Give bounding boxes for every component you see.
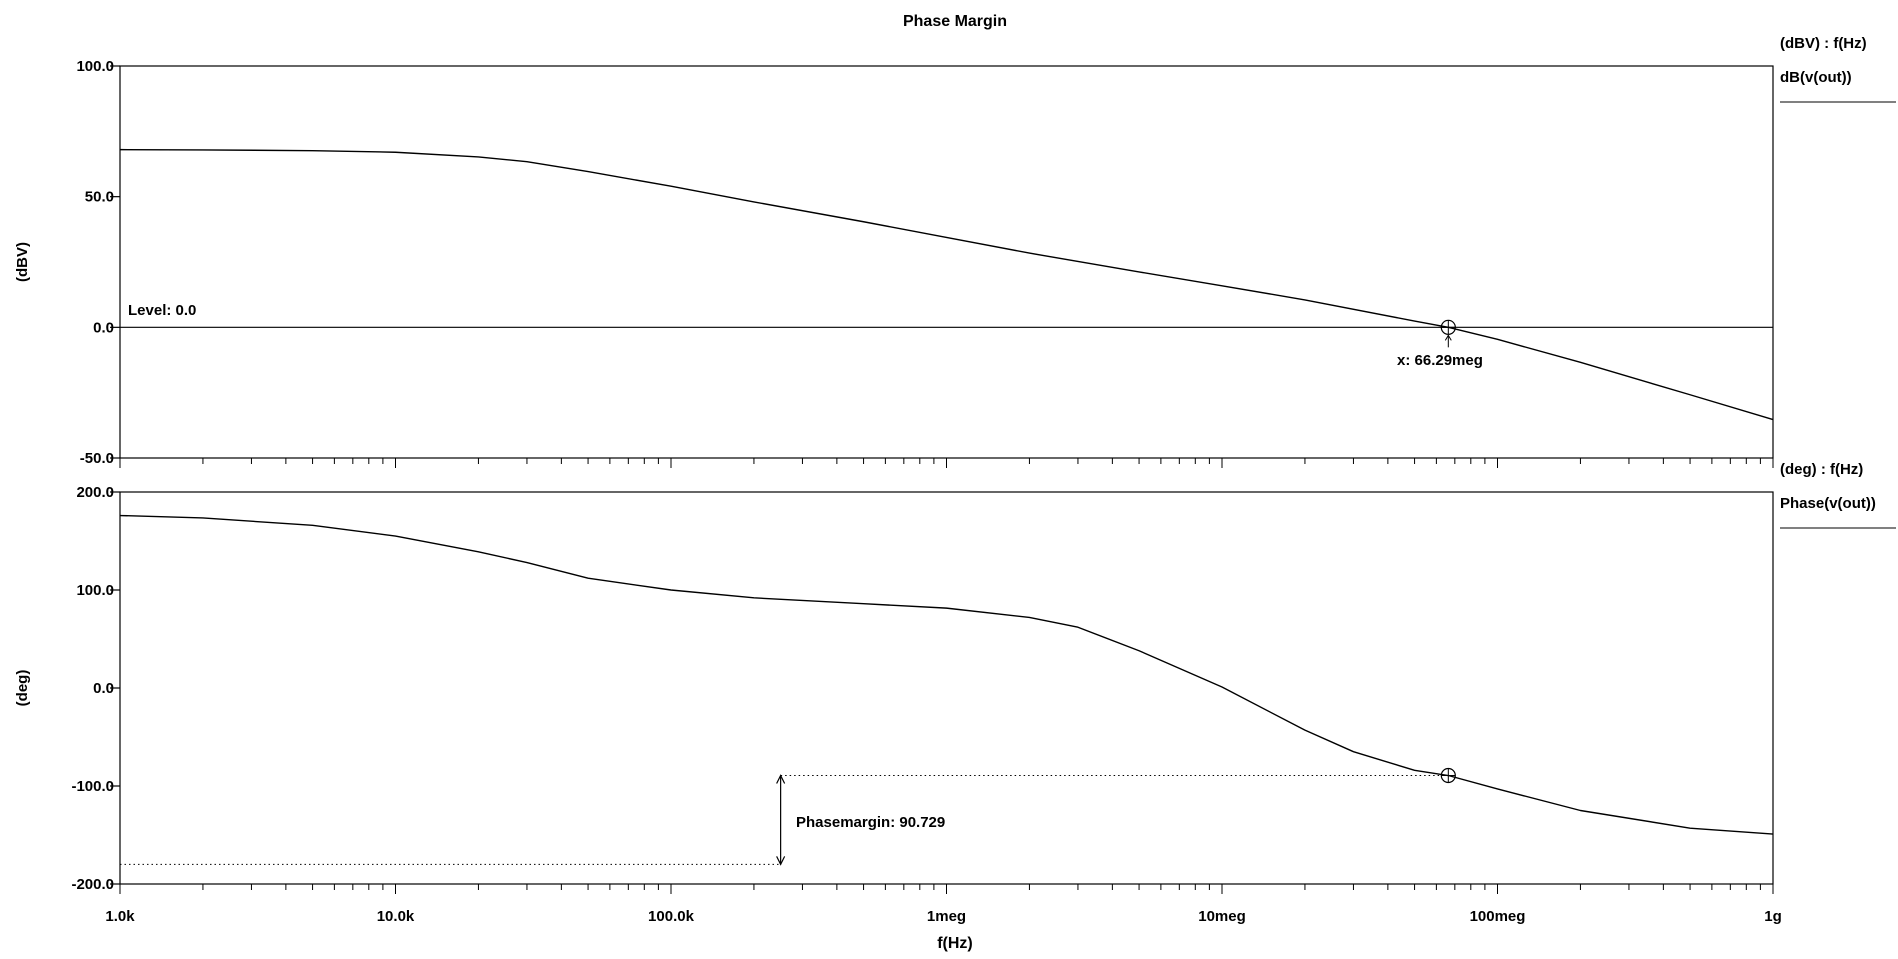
magnitude-panel: (dBV) (dBV) : f(Hz) dB(v(out)) Level: 0.…: [14, 35, 1896, 468]
chart-title: Phase Margin: [903, 13, 1007, 30]
phase-ytick-label: -200.0: [71, 876, 114, 893]
magnitude-ytick-label: 100.0: [76, 58, 114, 75]
xtick-label: 1g: [1764, 908, 1782, 925]
magnitude-ytick-label: 50.0: [85, 189, 114, 206]
phase-panel: (deg) (deg) : f(Hz) Phase(v(out)) Phasem…: [14, 461, 1896, 894]
phase-ytick-label: -100.0: [71, 778, 114, 795]
phase-plot-frame: [119, 491, 1774, 885]
magnitude-legend-series: dB(v(out)): [1780, 69, 1852, 86]
phase-series-line: [119, 514, 1774, 835]
magnitude-ylabel: (dBV): [14, 242, 31, 282]
phase-legend-series: Phase(v(out)): [1780, 495, 1876, 512]
magnitude-ytick-label: -50.0: [80, 450, 114, 467]
phase-ytick-label: 200.0: [76, 484, 114, 501]
crossover-pointer-head: [1444, 334, 1452, 341]
phase-margin-arrowhead-bottom: [776, 856, 786, 866]
x-axis-label: f(Hz): [937, 935, 973, 952]
magnitude-ytick-label: 0.0: [93, 319, 114, 336]
magnitude-axis-units: (dBV) : f(Hz): [1780, 35, 1867, 52]
phase-ytick-label: 100.0: [76, 582, 114, 599]
phase-margin-label: Phasemargin: 90.729: [796, 814, 945, 831]
magnitude-plot-frame: [119, 65, 1774, 459]
phase-axis-units: (deg) : f(Hz): [1780, 461, 1863, 478]
phase-margin-arrowhead-top: [776, 774, 786, 784]
phase-ylabel: (deg): [14, 670, 31, 707]
level-label: Level: 0.0: [128, 302, 196, 319]
phase-ytick-label: 0.0: [93, 680, 114, 697]
xtick-label: 10meg: [1198, 908, 1246, 925]
magnitude-series-line: [119, 148, 1774, 421]
xtick-label: 1.0k: [105, 908, 135, 925]
crossover-marker-label: x: 66.29meg: [1397, 352, 1483, 369]
xtick-label: 100.0k: [648, 908, 695, 925]
xtick-label: 100meg: [1470, 908, 1526, 925]
xtick-label: 10.0k: [377, 908, 415, 925]
xtick-label: 1meg: [927, 908, 966, 925]
